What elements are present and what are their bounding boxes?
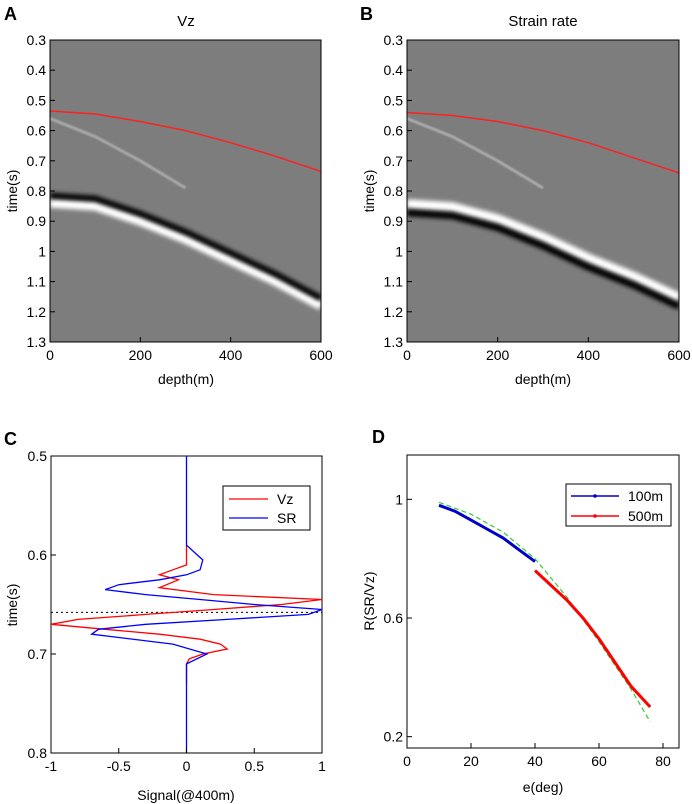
panel-c-x-tick-label: 0.5 <box>245 758 265 774</box>
panel-a-y-tick-label: 1.3 <box>27 334 47 350</box>
panel-a-y-tick-label: 0.9 <box>27 213 47 229</box>
panel-c-x-tick-label: 1 <box>318 758 326 774</box>
panel-d-xlabel: e(deg) <box>523 779 563 795</box>
panel-d-legend: 100m 500m <box>565 483 672 527</box>
panel-letter-c: C <box>4 429 17 449</box>
panel-a-xlabel: depth(m) <box>158 371 214 387</box>
panel-d-x-tick-label: 40 <box>527 753 543 769</box>
panel-b-y-tick-label: 0.6 <box>384 123 404 139</box>
panel-a-x-tick-label: 400 <box>219 347 243 363</box>
panel-a-event-dark <box>50 192 321 301</box>
panel-b-xlabel: depth(m) <box>515 371 571 387</box>
panel-d-x-ticks: 0 20 40 60 80 <box>403 743 671 769</box>
panel-c-xlabel: Signal(@400m) <box>137 787 234 803</box>
panel-b-y-tick-label: 0.3 <box>384 32 404 48</box>
panel-b: 0.3 0.4 0.5 0.6 0.7 0.8 0.9 1 1.1 1.2 1.3 0 200 400 6… <box>361 32 691 387</box>
panel-b-event-faint <box>407 117 544 190</box>
panel-a-y-ticks: 0.3 0.4 0.5 0.6 0.7 0.8 0.9 1 1.1 1.2 1.3 <box>27 32 55 350</box>
panel-b-y-ticks: 0.3 0.4 0.5 0.6 0.7 0.8 0.9 1 1.1 1.2 1.3 <box>384 32 412 350</box>
panel-a-ylabel: time(s) <box>4 170 20 213</box>
panel-a-x-tick-label: 0 <box>46 347 54 363</box>
panel-d-y-tick-label: 0.6 <box>384 610 404 626</box>
panel-c-series-sr <box>89 456 322 753</box>
panel-c-y-ticks: 0.5 0.6 0.7 0.8 <box>28 448 56 761</box>
panel-b-y-tick-label: 1.2 <box>384 304 404 320</box>
panel-a-background <box>50 40 321 342</box>
panel-b-y-tick-label: 0.7 <box>384 153 404 169</box>
panel-b-y-tick-label: 1.1 <box>384 274 404 290</box>
panel-d-series-fit <box>438 501 651 723</box>
panel-a-event-bright <box>50 198 321 310</box>
panel-d-x-tick-label: 60 <box>591 753 607 769</box>
panel-b-y-tick-label: 0.4 <box>384 62 404 78</box>
panel-a-y-tick-label: 0.7 <box>27 153 47 169</box>
panel-a-x-ticks: 0 200 400 600 <box>46 337 333 363</box>
panel-d: 100m 500m 0.2 0.6 1 0 20 40 60 80 e(deg) R(SR/… <box>361 454 680 795</box>
panel-d-series-100m <box>438 503 536 563</box>
panel-letter-b: B <box>360 4 373 24</box>
panel-b-x-tick-label: 200 <box>486 347 510 363</box>
panel-b-y-tick-label: 0.5 <box>384 92 404 108</box>
panel-c-y-tick-label: 0.7 <box>28 646 48 662</box>
panel-d-y-ticks: 0.2 0.6 1 <box>384 491 412 745</box>
panel-d-series-500m <box>533 569 652 709</box>
panel-b-background <box>407 40 679 342</box>
panel-d-x-tick-label: 0 <box>403 753 411 769</box>
panel-a-title: Vz <box>177 13 195 30</box>
panel-d-legend-box <box>565 483 672 527</box>
panel-c-legend-label-sr: SR <box>277 510 296 526</box>
panel-a-y-tick-label: 0.8 <box>27 183 47 199</box>
panel-d-legend-label-500m: 500m <box>628 508 663 524</box>
panel-d-legend-marker-100m <box>593 494 597 498</box>
panel-letter-d: D <box>372 427 385 447</box>
panel-a-x-tick-label: 600 <box>309 347 333 363</box>
panel-c-y-tick-label: 0.6 <box>28 547 48 563</box>
panel-b-x-ticks: 0 200 400 600 <box>403 337 691 363</box>
panel-d-y-tick-label: 0.2 <box>384 729 404 745</box>
panel-a-y-tick-label: 1.2 <box>27 304 47 320</box>
panel-c-ylabel: time(s) <box>4 584 20 627</box>
panel-d-x-tick-label: 20 <box>463 753 479 769</box>
panel-c: Vz SR 0.5 0.6 0.7 0.8 -1 -0.5 0 0.5 1 Signal(@4… <box>4 448 326 803</box>
panel-c-legend-label-vz: Vz <box>277 491 293 507</box>
panel-a-y-tick-label: 1 <box>38 243 46 259</box>
panel-b-y-tick-label: 0.9 <box>384 213 404 229</box>
panel-a-red-curve <box>50 110 321 173</box>
panel-c-y-tick-label: 0.5 <box>28 448 48 464</box>
panel-b-x-tick-label: 400 <box>577 347 601 363</box>
panel-c-x-tick-label: -1 <box>45 758 58 774</box>
panel-a-y-tick-label: 0.5 <box>27 92 47 108</box>
panel-d-ylabel: R(SR/Vz) <box>361 571 377 630</box>
panel-d-x-tick-label: 80 <box>655 753 671 769</box>
panel-c-series-vz <box>51 545 322 684</box>
panel-b-x-tick-label: 600 <box>667 347 691 363</box>
panel-c-y-tick-label: 0.8 <box>28 745 48 761</box>
panel-a-y-tick-label: 0.4 <box>27 62 47 78</box>
panel-letter-a: A <box>4 4 17 24</box>
panel-b-x-tick-label: 0 <box>403 347 411 363</box>
panel-b-y-tick-label: 0.8 <box>384 183 404 199</box>
panel-b-y-tick-label: 1 <box>395 243 403 259</box>
panel-b-red-curve <box>407 111 679 174</box>
panel-b-ylabel: time(s) <box>361 170 377 213</box>
panel-c-x-tick-label: 0 <box>183 758 191 774</box>
panel-c-legend-box <box>222 485 311 531</box>
panel-a-event-faint <box>50 117 187 190</box>
panel-b-y-tick-label: 1.3 <box>384 334 404 350</box>
panel-a-y-tick-label: 0.3 <box>27 32 47 48</box>
panel-a-x-tick-label: 200 <box>129 347 153 363</box>
panel-a-y-tick-label: 1.1 <box>27 274 47 290</box>
panel-d-legend-label-100m: 100m <box>628 488 663 504</box>
panel-a: 0.3 0.4 0.5 0.6 0.7 0.8 0.9 1 1.1 1.2 1.3 0 200 400 6… <box>4 32 333 387</box>
panel-b-title: Strain rate <box>508 13 577 30</box>
panel-c-x-ticks: -1 -0.5 0 0.5 1 <box>45 748 326 774</box>
panel-a-y-tick-label: 0.6 <box>27 123 47 139</box>
panel-d-y-tick-label: 1 <box>395 491 403 507</box>
panel-d-legend-marker-500m <box>593 514 597 518</box>
panel-b-event-dark <box>407 209 679 310</box>
panel-c-legend: Vz SR <box>222 485 311 531</box>
panel-b-event-bright <box>407 199 679 302</box>
panel-c-x-tick-label: -0.5 <box>107 758 131 774</box>
